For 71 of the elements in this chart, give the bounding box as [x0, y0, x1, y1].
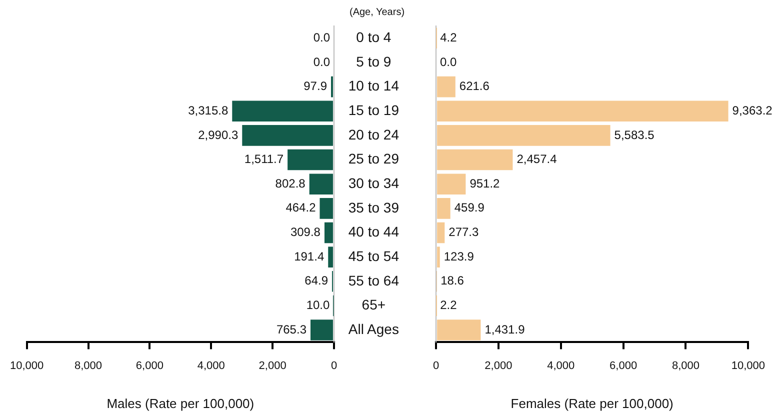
bar [437, 149, 513, 170]
data-label: 951.2 [470, 176, 500, 190]
y-axis-title: (Age, Years) [349, 6, 405, 18]
data-label: 4.2 [440, 30, 458, 44]
bar [437, 198, 450, 219]
bar [232, 100, 333, 122]
data-label: 123.9 [444, 249, 474, 264]
x-tick-label: 4,000 [547, 360, 575, 372]
data-label: 9,363.2 [732, 103, 773, 118]
x-tick-label: 8,000 [74, 360, 102, 372]
x-axis-title: Males (Rate per 100,000) [106, 396, 254, 411]
data-label: 459.9 [454, 200, 485, 215]
x-tick-label: 4,000 [197, 360, 225, 372]
bar [242, 125, 333, 146]
y-tick-label: 0 to 4 [356, 29, 392, 46]
x-tick-label: 6,000 [136, 360, 164, 372]
data-label: 10.0 [306, 298, 330, 312]
data-label: 3,315.8 [188, 103, 228, 118]
data-label: 0.0 [440, 54, 458, 69]
y-tick-label: 45 to 54 [348, 248, 400, 264]
bar [328, 246, 333, 268]
bar [437, 125, 610, 146]
data-label: 802.8 [275, 176, 306, 190]
data-label: 64.9 [304, 274, 328, 288]
bar [310, 320, 333, 340]
y-tick-label: All Ages [348, 320, 399, 337]
data-label: 2.2 [440, 298, 458, 312]
data-label: 309.8 [290, 225, 321, 240]
x-axis-title: Females (Rate per 100,000) [510, 396, 674, 411]
data-label: 0.0 [313, 54, 330, 69]
x-tick-label: 0 [432, 360, 440, 372]
bar [288, 149, 333, 170]
bar [324, 222, 333, 244]
data-label: 18.6 [440, 274, 464, 288]
y-tick-label: 10 to 14 [348, 78, 400, 94]
y-tick-label: 55 to 64 [348, 272, 400, 288]
data-label: 191.4 [294, 249, 324, 264]
x-tick-label: 10,000 [731, 360, 766, 372]
y-tick-label: 20 to 24 [348, 126, 400, 142]
bar [437, 174, 466, 194]
x-tick-label: 6,000 [610, 360, 638, 372]
data-label: 277.3 [448, 225, 480, 240]
y-tick-label: 30 to 34 [348, 174, 400, 191]
bar [437, 320, 481, 340]
bar [437, 246, 440, 268]
bar [320, 198, 333, 219]
y-tick-label: 65+ [362, 296, 386, 313]
bar [309, 174, 333, 194]
data-label: 97.9 [304, 79, 328, 94]
data-label: 1,431.9 [484, 322, 526, 336]
bar [437, 222, 445, 244]
data-label: 621.6 [459, 79, 490, 94]
x-tick-label: 8,000 [672, 360, 700, 372]
data-label: 1,511.7 [244, 152, 284, 166]
data-label: 464.2 [286, 200, 316, 215]
bar [437, 100, 728, 122]
x-tick-label: 10,000 [10, 360, 44, 372]
x-tick-label: 2,000 [258, 360, 286, 372]
y-tick-label: 40 to 44 [348, 224, 400, 240]
y-tick-label: 15 to 19 [348, 102, 400, 118]
data-label: 0.0 [313, 30, 330, 44]
y-tick-label: 5 to 9 [356, 53, 392, 70]
y-tick-label: 35 to 39 [348, 199, 400, 216]
x-tick-label: 2,000 [484, 360, 512, 372]
data-label: 765.3 [276, 322, 307, 336]
x-tick-label: 0 [330, 360, 338, 372]
y-tick-label: 25 to 29 [348, 150, 400, 167]
bar [437, 76, 456, 98]
data-label: 5,583.5 [614, 128, 655, 142]
data-label: 2,990.3 [198, 128, 238, 142]
data-label: 2,457.4 [516, 152, 558, 166]
